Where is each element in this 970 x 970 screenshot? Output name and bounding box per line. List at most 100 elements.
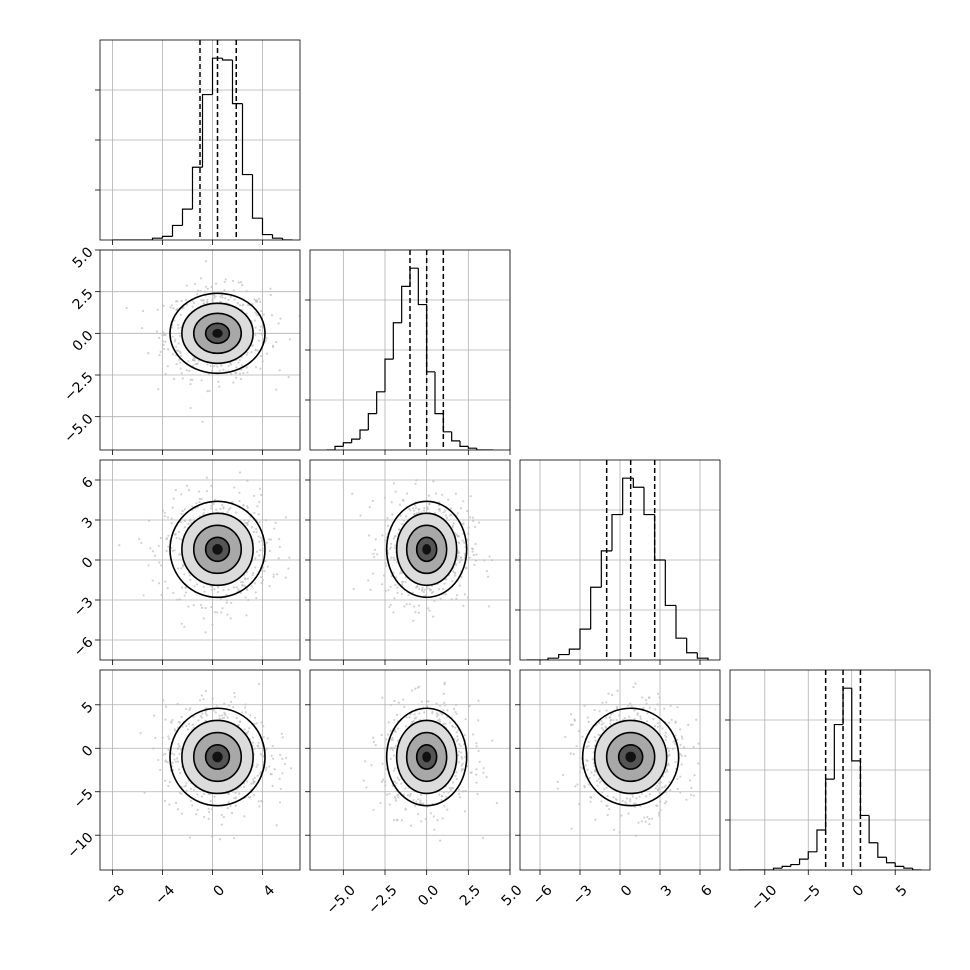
histogram-bar: [459, 440, 469, 447]
scatter-point: [405, 716, 408, 719]
scatter-point: [379, 801, 382, 805]
scatter-point: [257, 535, 260, 538]
scatter-point: [257, 339, 260, 342]
scatter-point: [211, 697, 214, 700]
scatter-point: [217, 590, 220, 594]
scatter-point: [169, 306, 172, 309]
histogram-bar: [392, 322, 402, 360]
histogram-bar: [894, 862, 904, 867]
scatter-point: [606, 814, 609, 817]
scatter-point: [397, 701, 400, 704]
histogram-bar: [686, 638, 698, 654]
scatter-point: [454, 710, 457, 714]
histogram-bar: [903, 866, 913, 869]
scatter-point: [201, 420, 204, 423]
scatter-point: [254, 366, 258, 369]
scatter-point: [284, 516, 288, 519]
scatter-point: [661, 786, 664, 789]
scatter-point: [206, 300, 209, 303]
scatter-point: [206, 298, 209, 301]
scatter-point: [162, 343, 165, 347]
scatter-point: [423, 506, 426, 510]
scatter-point: [618, 714, 621, 717]
x-tick-label-2-4: 2.5: [457, 882, 484, 909]
scatter-point: [221, 503, 224, 507]
histogram-bar: [877, 842, 887, 858]
scatter-point: [656, 703, 659, 706]
scatter-point: [469, 516, 472, 519]
scatter-point: [629, 798, 632, 801]
scatter-point: [600, 723, 603, 726]
scatter-point: [204, 260, 208, 263]
scatter-point: [204, 689, 208, 693]
scatter-point: [179, 367, 182, 370]
scatter-point: [285, 756, 288, 759]
histogram-bar: [442, 413, 452, 433]
scatter-point: [594, 818, 597, 821]
scatter-point: [688, 779, 692, 782]
scatter-point: [232, 706, 235, 709]
scatter-point: [192, 726, 195, 729]
scatter-point: [428, 609, 431, 612]
scatter-point: [264, 769, 268, 772]
scatter-point: [423, 711, 426, 714]
scatter-point: [257, 744, 260, 747]
scatter-point: [371, 499, 374, 503]
scatter-point: [689, 793, 693, 796]
scatter-point: [423, 588, 426, 591]
y-tick-label-2-3: 0.0: [70, 328, 97, 355]
scatter-point: [185, 781, 188, 784]
scatter-point: [260, 354, 263, 358]
scatter-point: [647, 696, 651, 699]
scatter-point: [441, 817, 444, 820]
scatter-point: [665, 800, 668, 803]
scatter-point: [189, 518, 192, 521]
scatter-point: [483, 559, 486, 562]
scatter-point: [171, 506, 174, 509]
scatter-point: [207, 807, 210, 810]
scatter-point: [250, 782, 253, 785]
scatter-point: [639, 715, 642, 718]
scatter-point: [404, 580, 407, 584]
scatter-point: [658, 791, 661, 794]
scatter-point: [392, 819, 396, 822]
scatter-point: [189, 578, 192, 582]
scatter-point: [459, 744, 462, 748]
histogram-bar: [241, 103, 253, 176]
scatter-point: [254, 566, 257, 569]
scatter-point: [586, 768, 589, 771]
scatter-point: [246, 571, 249, 574]
scatter-point: [209, 799, 212, 803]
scatter-point: [654, 725, 657, 728]
scatter-point: [172, 377, 176, 380]
scatter-point: [391, 513, 394, 516]
scatter-point: [595, 723, 598, 727]
scatter-point: [445, 795, 448, 798]
scatter-point: [402, 793, 406, 796]
scatter-point: [288, 338, 292, 341]
scatter-point: [466, 764, 469, 768]
scatter-point: [233, 695, 236, 698]
scatter-point: [245, 780, 249, 783]
scatter-point: [253, 319, 257, 322]
scatter-point: [255, 530, 258, 534]
scatter-point: [457, 541, 460, 544]
scatter-point: [637, 821, 640, 824]
scatter-point: [196, 808, 199, 811]
scatter-point: [432, 480, 435, 483]
scatter-point: [238, 304, 242, 307]
scatter-point: [657, 789, 660, 792]
scatter-point: [417, 511, 420, 514]
scatter-point: [408, 603, 411, 606]
scatter-point: [463, 733, 466, 737]
scatter-point: [222, 506, 225, 509]
scatter-point: [478, 521, 481, 524]
scatter-point: [175, 757, 179, 760]
scatter-point: [166, 365, 169, 368]
scatter-point: [213, 611, 217, 614]
scatter-point: [596, 779, 599, 782]
density-layer-3-2: [351, 479, 494, 622]
scatter-point: [225, 601, 228, 604]
scatter-point: [258, 329, 262, 332]
scatter-point: [272, 757, 275, 760]
